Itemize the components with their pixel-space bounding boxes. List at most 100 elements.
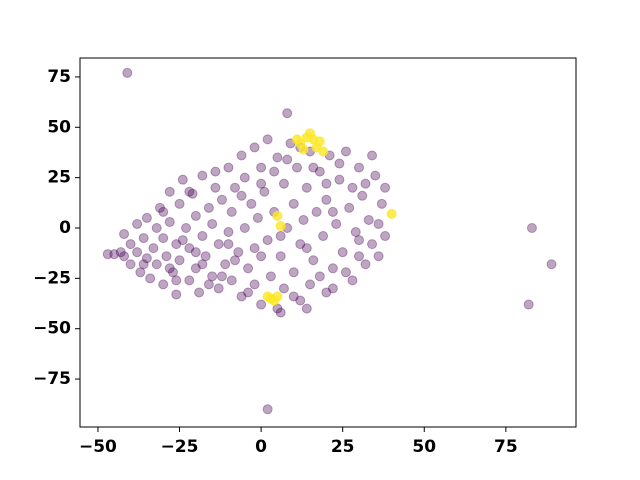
- point: [331, 218, 342, 229]
- point: [171, 239, 182, 250]
- point: [164, 186, 175, 197]
- x-tick-label: 0: [255, 437, 267, 457]
- point: [184, 275, 195, 286]
- point: [298, 144, 309, 155]
- point: [161, 251, 172, 262]
- point: [236, 150, 247, 161]
- point: [269, 166, 280, 177]
- point: [243, 287, 254, 298]
- point: [223, 227, 234, 238]
- point: [272, 210, 283, 221]
- point: [262, 404, 273, 415]
- point: [360, 178, 371, 189]
- point: [526, 222, 537, 233]
- point: [327, 283, 338, 294]
- point: [119, 229, 130, 240]
- x-tick-label: 75: [494, 437, 518, 457]
- point: [213, 239, 224, 250]
- point: [145, 273, 156, 284]
- point: [230, 182, 240, 193]
- point: [301, 303, 312, 314]
- point: [184, 243, 195, 254]
- point: [386, 208, 397, 219]
- point: [203, 279, 214, 290]
- point: [249, 142, 260, 153]
- point: [282, 154, 293, 165]
- point: [141, 212, 152, 223]
- point: [148, 243, 159, 254]
- point: [288, 267, 299, 278]
- point: [194, 287, 205, 298]
- point: [321, 178, 332, 189]
- point: [265, 271, 276, 282]
- point: [158, 206, 169, 217]
- point: [301, 182, 312, 193]
- point: [347, 182, 358, 193]
- y-tick-label: 50: [47, 117, 71, 137]
- point: [305, 128, 316, 139]
- x-tick-label: 25: [331, 437, 355, 457]
- point: [210, 166, 221, 177]
- point: [132, 247, 143, 258]
- point: [295, 295, 306, 306]
- point: [125, 259, 136, 270]
- point: [298, 214, 309, 225]
- y-tick-label: −25: [33, 268, 71, 288]
- point: [546, 259, 557, 270]
- point: [171, 289, 182, 300]
- point: [295, 239, 306, 250]
- point: [275, 307, 286, 318]
- point: [187, 188, 198, 199]
- point: [197, 231, 208, 242]
- point: [177, 174, 188, 185]
- point: [314, 166, 325, 177]
- point: [367, 239, 378, 250]
- point: [158, 279, 169, 290]
- point: [249, 243, 260, 254]
- point: [243, 263, 254, 274]
- point: [174, 255, 185, 266]
- point: [370, 170, 381, 181]
- point: [220, 259, 231, 270]
- point: [226, 206, 237, 217]
- point: [190, 263, 201, 274]
- point: [318, 146, 329, 157]
- point: [239, 172, 250, 183]
- point: [357, 190, 368, 201]
- point: [213, 283, 224, 294]
- point: [354, 235, 364, 246]
- plot-frame: [79, 57, 577, 428]
- point: [164, 263, 175, 274]
- point: [197, 259, 208, 270]
- point: [132, 218, 143, 229]
- point: [337, 247, 348, 258]
- x-tick-label: −50: [79, 437, 117, 457]
- point: [354, 251, 364, 262]
- point: [164, 216, 175, 227]
- point: [288, 291, 299, 302]
- point: [197, 170, 208, 181]
- point: [292, 162, 302, 173]
- point: [301, 243, 312, 254]
- point: [249, 279, 260, 290]
- y-tick-label: 25: [47, 168, 71, 188]
- point: [262, 134, 273, 145]
- point: [262, 235, 273, 246]
- point: [256, 299, 267, 310]
- point: [158, 233, 169, 244]
- point: [190, 210, 201, 221]
- point: [262, 291, 273, 302]
- point: [314, 136, 325, 147]
- point: [109, 249, 120, 260]
- point: [373, 218, 384, 229]
- point: [380, 231, 391, 242]
- point: [288, 198, 299, 209]
- point: [308, 162, 319, 173]
- x-tick-label: 50: [412, 437, 436, 457]
- point: [207, 218, 218, 229]
- point: [216, 194, 227, 205]
- point: [226, 275, 237, 286]
- point: [154, 202, 165, 213]
- point: [321, 194, 332, 205]
- point: [367, 150, 378, 161]
